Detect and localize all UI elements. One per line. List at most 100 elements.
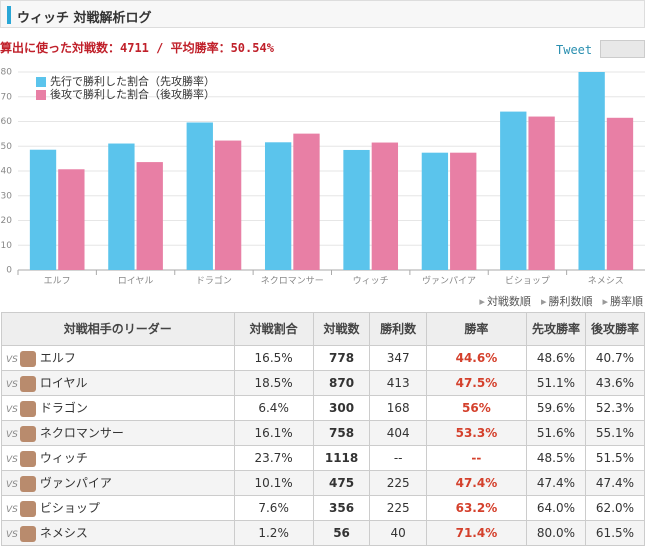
table-cell: 356 [312,495,371,521]
table-cell: 870 [312,370,371,396]
table-row: VS ドラゴン 6.4% 300 168 56% 59.6% 52.3% [1,395,646,421]
bar [108,143,135,270]
bar [214,140,242,270]
table-cell: 51.5% [584,445,646,471]
table-row: VS ネクロマンサー 16.1% 758 404 53.3% 51.6% 55.1% [1,420,646,446]
vs-label: VS [6,405,18,416]
table-cell: 55.1% [584,420,646,446]
column-header: 後攻勝率 [584,312,646,346]
bar [500,111,527,270]
table-cell: 404 [369,420,427,446]
bar [371,142,399,270]
x-tick-label: ネクロマンサー [261,276,324,287]
sort-link[interactable]: 勝率順 [602,295,643,308]
leader-cell: VS ドラゴン [1,395,235,421]
table-row: VS ネメシス 1.2% 56 40 71.4% 80.0% 61.5% [1,520,646,546]
leader-icon [19,475,36,492]
leader-name: ロイヤル [39,376,88,391]
table-cell: 53.3% [425,420,527,446]
table-cell: 48.6% [525,345,586,371]
column-header: 勝率 [425,312,527,346]
share-button[interactable] [600,40,645,58]
leader-name: エルフ [39,351,76,366]
leader-cell: VS ヴァンパイア [1,470,235,496]
table-cell: -- [369,445,427,471]
y-tick-label: 30 [1,191,13,201]
table-cell: 6.4% [233,395,314,421]
sort-link[interactable]: 対戦数順 [479,295,531,308]
table-cell: 225 [369,470,427,496]
table-cell: 62.0% [584,495,646,521]
legend-label: 先行で勝利した割合（先攻勝率） [50,74,215,88]
table-cell: 71.4% [425,520,527,546]
legend-swatch [36,90,46,100]
title: ウィッチ 対戦解析ログ [17,11,152,26]
vs-label: VS [6,505,18,516]
bar [528,116,555,270]
y-tick-label: 0 [6,266,12,276]
table-cell: 47.4% [584,470,646,496]
bar [29,149,57,270]
leader-icon [19,400,36,417]
column-header: 対戦割合 [233,312,314,346]
table-cell: 43.6% [584,370,646,396]
table-cell: -- [425,445,527,471]
table-cell: 59.6% [525,395,586,421]
x-tick-label: ドラゴン [196,275,232,287]
accent [7,6,11,24]
vs-label: VS [6,430,18,441]
leader-icon [19,500,36,517]
table-cell: 1118 [312,445,371,471]
y-tick-label: 10 [1,241,13,251]
header: ウィッチ 対戦解析ログ [0,0,645,28]
leader-icon [19,425,36,442]
leader-name: ドラゴン [39,401,88,416]
x-tick-label: エルフ [44,277,71,287]
table-cell: 64.0% [525,495,586,521]
table-cell: 40.7% [584,345,646,371]
y-tick-label: 80 [1,68,13,78]
leader-cell: VS エルフ [1,345,235,371]
table-cell: 61.5% [584,520,646,546]
table-row: VS ビショップ 7.6% 356 225 63.2% 64.0% 62.0% [1,495,646,521]
tweet-link[interactable]: Tweet [556,43,593,57]
bar [578,72,605,270]
summary: 算出に使った対戦数：4711 / 平均勝率：50.54% [0,41,274,55]
table-cell: 758 [312,420,371,446]
leader-cell: VS ネクロマンサー [1,420,235,446]
table-cell: 48.5% [525,445,586,471]
table-cell: 63.2% [425,495,527,521]
table-cell: 47.5% [425,370,527,396]
table-cell: 47.4% [425,470,527,496]
bar [186,122,213,270]
table-cell: 300 [312,395,371,421]
column-header: 先攻勝率 [525,312,586,346]
leader-name: ヴァンパイア [39,476,112,491]
column-header: 対戦数 [312,312,371,346]
leader-cell: VS ビショップ [1,495,235,521]
table-cell: 7.6% [233,495,314,521]
bar [264,142,292,270]
table-cell: 56% [425,395,527,421]
leader-cell: VS ロイヤル [1,370,235,396]
table-cell: 23.7% [233,445,314,471]
table-cell: 52.3% [584,395,646,421]
x-tick-label: ヴァンパイア [422,275,476,287]
leader-name: ネメシス [39,526,88,541]
x-tick-label: ウィッチ [353,276,389,287]
legend-swatch [36,77,46,87]
leader-icon [19,450,36,467]
table-cell: 1.2% [233,520,314,546]
leader-cell: VS ウィッチ [1,445,235,471]
vs-label: VS [6,455,18,466]
y-tick-label: 70 [1,92,13,102]
vs-label: VS [6,355,18,366]
sort-link[interactable]: 勝利数順 [541,295,593,308]
legend-label: 後攻で勝利した割合（後攻勝率） [50,87,215,101]
y-tick-label: 60 [1,117,13,127]
table-row: VS ウィッチ 23.7% 1118 -- -- 48.5% 51.5% [1,445,646,471]
bar [58,169,85,270]
leader-cell: VS ネメシス [1,520,235,546]
bar [343,149,370,270]
